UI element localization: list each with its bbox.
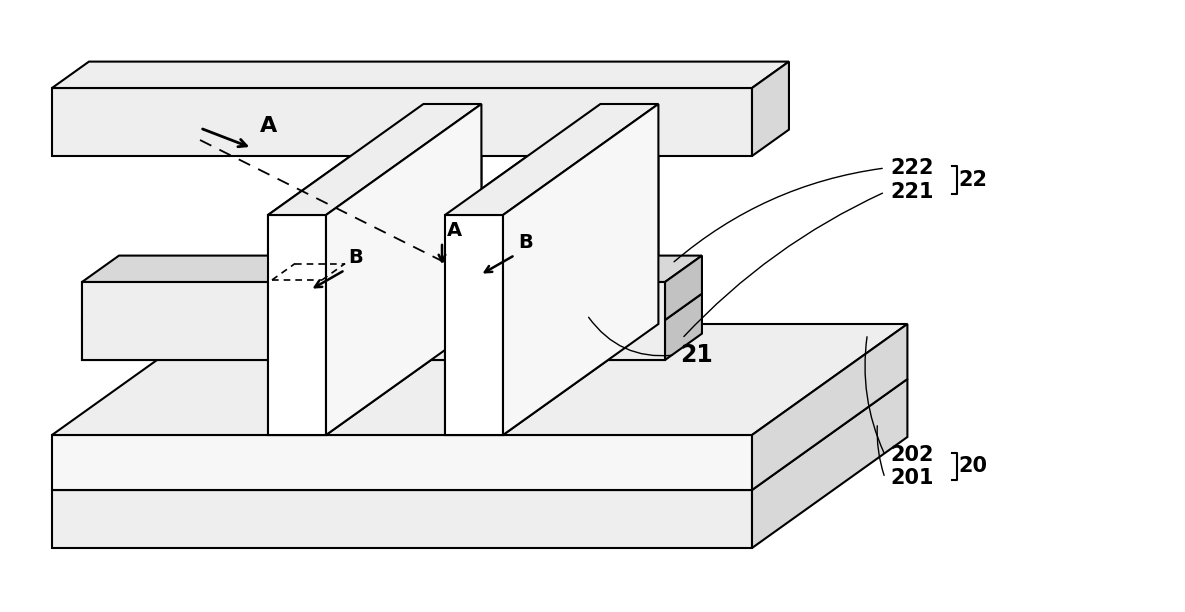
Text: 201: 201 <box>890 468 934 488</box>
Text: 221: 221 <box>890 182 934 202</box>
Polygon shape <box>268 215 326 435</box>
Text: A: A <box>260 116 277 136</box>
Polygon shape <box>82 256 702 282</box>
Polygon shape <box>52 62 789 88</box>
Polygon shape <box>326 104 481 435</box>
Polygon shape <box>752 379 908 548</box>
Polygon shape <box>446 282 502 360</box>
Polygon shape <box>52 324 908 435</box>
Polygon shape <box>502 282 665 360</box>
Polygon shape <box>752 62 789 156</box>
Polygon shape <box>82 320 665 360</box>
Text: B: B <box>348 248 363 267</box>
Text: 222: 222 <box>890 158 934 178</box>
Polygon shape <box>446 215 502 435</box>
Polygon shape <box>82 282 268 360</box>
Polygon shape <box>665 256 702 320</box>
Text: A: A <box>447 221 462 240</box>
Polygon shape <box>446 215 502 435</box>
Text: 20: 20 <box>957 456 987 476</box>
Polygon shape <box>268 104 481 215</box>
Polygon shape <box>52 490 752 548</box>
Polygon shape <box>82 282 665 320</box>
Polygon shape <box>82 294 702 320</box>
Polygon shape <box>446 104 659 215</box>
Polygon shape <box>52 88 752 156</box>
Polygon shape <box>502 104 659 435</box>
Polygon shape <box>502 104 659 435</box>
Polygon shape <box>52 435 752 490</box>
Text: B: B <box>518 233 533 252</box>
Text: 21: 21 <box>680 343 712 367</box>
Polygon shape <box>268 282 326 360</box>
Polygon shape <box>268 215 326 435</box>
Polygon shape <box>665 294 702 360</box>
Polygon shape <box>752 324 908 490</box>
Polygon shape <box>52 379 908 490</box>
Polygon shape <box>268 104 481 215</box>
Polygon shape <box>326 282 446 360</box>
Polygon shape <box>446 104 659 215</box>
Text: 202: 202 <box>890 445 934 465</box>
Polygon shape <box>326 104 481 435</box>
Text: 22: 22 <box>957 170 987 190</box>
